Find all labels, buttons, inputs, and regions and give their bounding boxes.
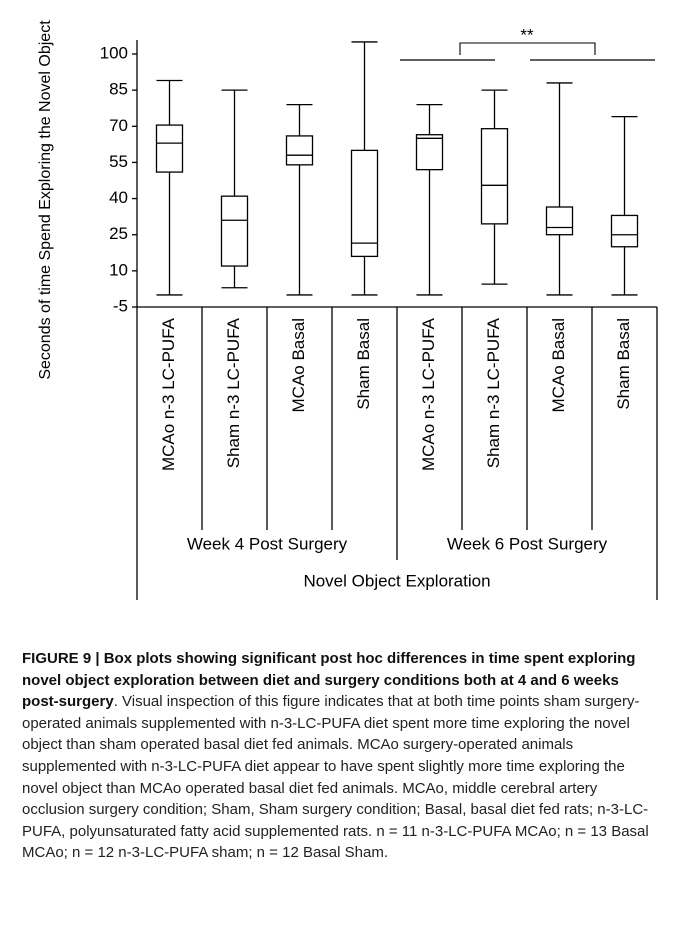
caption-label: FIGURE 9 |	[22, 650, 100, 667]
y-axis-label: Seconds of time Spend Exploring the Nove…	[37, 20, 54, 380]
x-tick-label: Sham Basal	[354, 318, 373, 410]
y-tick-label: 85	[109, 80, 128, 99]
x-tick-label: Sham Basal	[614, 318, 633, 410]
group-label: Week 4 Post Surgery	[187, 534, 348, 553]
caption-title: Box plots showing significant post hoc d…	[22, 650, 636, 711]
box	[415, 134, 444, 171]
x-tick-label: MCAo n-3 LC-PUFA	[419, 317, 438, 471]
x-tick-label: MCAo n-3 LC-PUFA	[159, 317, 178, 471]
box	[350, 149, 379, 258]
y-tick-label: 55	[109, 152, 128, 171]
box	[220, 195, 249, 267]
y-tick-label: 70	[109, 116, 128, 135]
box	[155, 124, 184, 173]
box	[545, 206, 574, 236]
x-tick-label: Sham n-3 LC-PUFA	[224, 317, 243, 468]
box	[610, 214, 639, 248]
x-tick-label: Sham n-3 LC-PUFA	[484, 317, 503, 468]
y-tick-label: 10	[109, 260, 128, 279]
group-title: Novel Object Exploration	[303, 571, 490, 590]
caption: FIGURE 9 | Box plots showing significant…	[22, 648, 652, 864]
box	[480, 128, 509, 225]
annotation: **	[520, 25, 534, 44]
group-label: Week 6 Post Surgery	[447, 534, 608, 553]
y-tick-label: -5	[113, 296, 128, 315]
chart: Seconds of time Spend Exploring the Nove…	[37, 20, 658, 600]
x-tick-label: MCAo Basal	[289, 318, 308, 412]
y-tick-label: 25	[109, 224, 128, 243]
x-tick-label: MCAo Basal	[549, 318, 568, 412]
caption-body: . Visual inspection of this figure indic…	[22, 693, 649, 862]
y-tick-label: 40	[109, 188, 128, 207]
box	[285, 135, 314, 166]
bracket	[459, 42, 596, 55]
y-tick-label: 100	[100, 43, 128, 62]
